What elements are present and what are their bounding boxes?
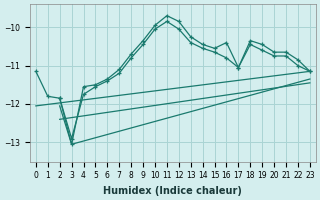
X-axis label: Humidex (Indice chaleur): Humidex (Indice chaleur) (103, 186, 242, 196)
